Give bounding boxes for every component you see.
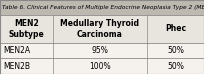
Text: Phec: Phec	[165, 24, 186, 33]
Text: 50%: 50%	[167, 62, 184, 71]
Text: 50%: 50%	[167, 46, 184, 55]
Bar	[0, 58, 204, 74]
Bar	[0, 43, 204, 58]
Text: Medullary Thyroid
Carcinoma: Medullary Thyroid Carcinoma	[60, 19, 140, 39]
Text: 100%: 100%	[89, 62, 111, 71]
Text: 95%: 95%	[92, 46, 108, 55]
Bar	[0, 0, 204, 15]
Bar	[0, 15, 204, 43]
Text: MEN2A: MEN2A	[3, 46, 30, 55]
Text: Table 6. Clinical Features of Multiple Endocrine Neoplasia Type 2 (MEN2) Syndrom: Table 6. Clinical Features of Multiple E…	[2, 5, 204, 10]
Text: MEN2
Subtype: MEN2 Subtype	[9, 19, 44, 39]
Text: MEN2B: MEN2B	[3, 62, 30, 71]
